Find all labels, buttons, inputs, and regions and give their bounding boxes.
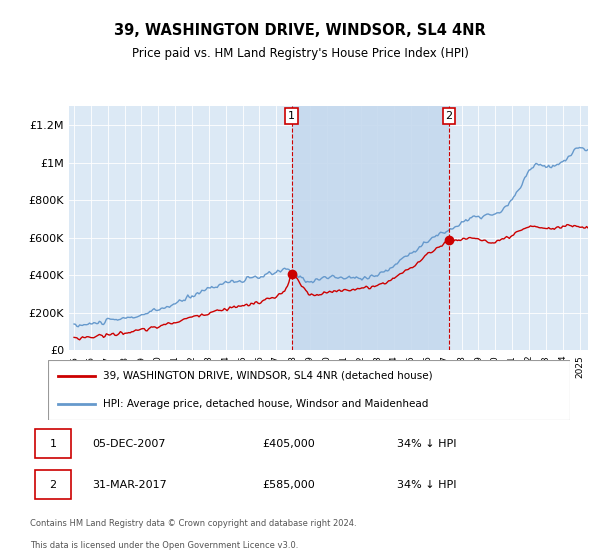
Text: £405,000: £405,000: [262, 438, 315, 449]
Text: 05-DEC-2007: 05-DEC-2007: [92, 438, 166, 449]
Bar: [35, 470, 71, 500]
Text: 34% ↓ HPI: 34% ↓ HPI: [397, 480, 457, 489]
Text: 2: 2: [49, 480, 56, 489]
Bar: [35, 429, 71, 459]
Text: 39, WASHINGTON DRIVE, WINDSOR, SL4 4NR (detached house): 39, WASHINGTON DRIVE, WINDSOR, SL4 4NR (…: [103, 371, 433, 381]
Text: £585,000: £585,000: [262, 480, 315, 489]
Text: Price paid vs. HM Land Registry's House Price Index (HPI): Price paid vs. HM Land Registry's House …: [131, 46, 469, 60]
Text: This data is licensed under the Open Government Licence v3.0.: This data is licensed under the Open Gov…: [30, 542, 298, 550]
Text: 1: 1: [49, 438, 56, 449]
Text: HPI: Average price, detached house, Windsor and Maidenhead: HPI: Average price, detached house, Wind…: [103, 399, 428, 409]
Text: 1: 1: [288, 111, 295, 121]
Text: 39, WASHINGTON DRIVE, WINDSOR, SL4 4NR: 39, WASHINGTON DRIVE, WINDSOR, SL4 4NR: [114, 24, 486, 38]
Text: 2: 2: [445, 111, 452, 121]
Bar: [292, 106, 449, 350]
Text: Contains HM Land Registry data © Crown copyright and database right 2024.: Contains HM Land Registry data © Crown c…: [30, 519, 356, 528]
Text: 31-MAR-2017: 31-MAR-2017: [92, 480, 167, 489]
Text: 34% ↓ HPI: 34% ↓ HPI: [397, 438, 457, 449]
